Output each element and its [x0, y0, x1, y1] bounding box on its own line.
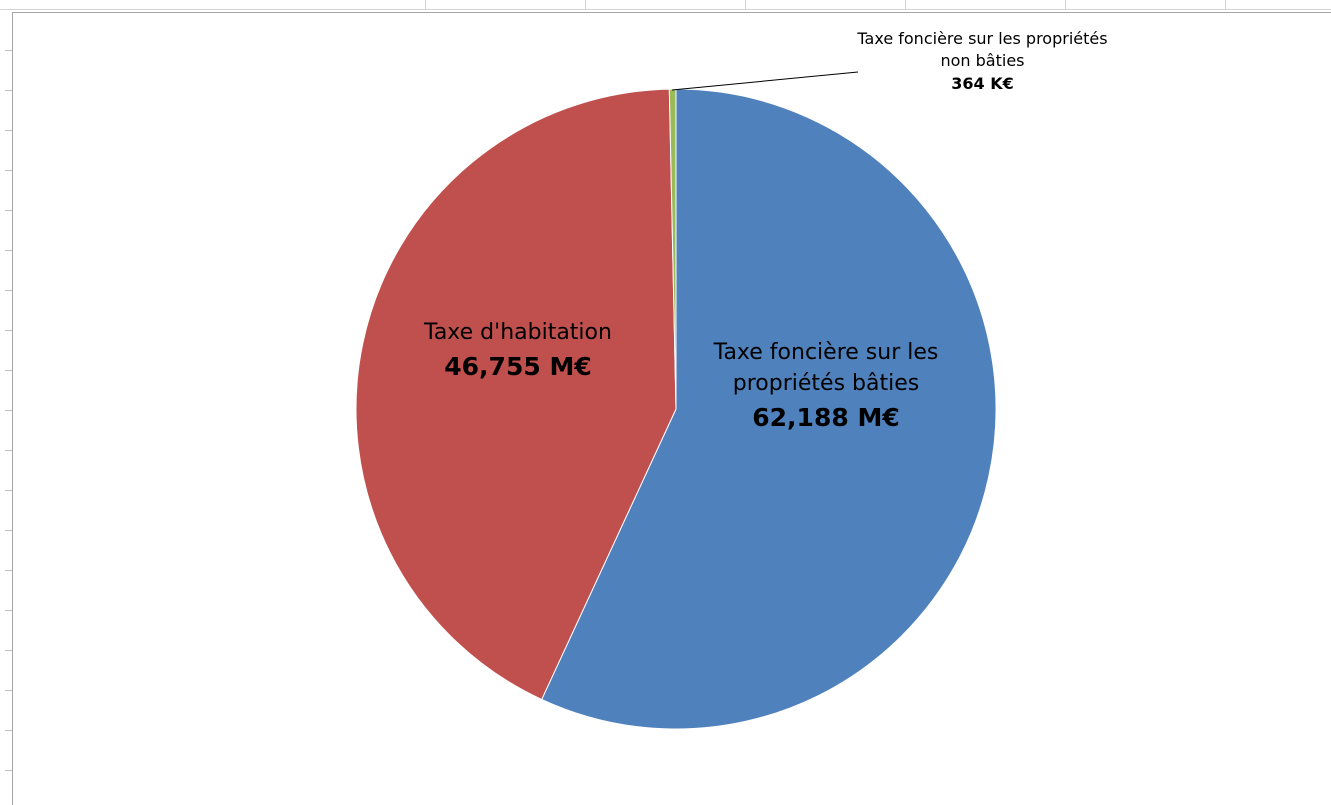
pie-slice	[668, 88, 677, 410]
pie	[355, 88, 997, 730]
data-label: Taxe foncière sur les propriétés non bât…	[850, 28, 1115, 95]
category-name: Taxe foncière sur les propriétés bâties	[713, 340, 939, 396]
value-label: 46,755 M€	[444, 351, 592, 381]
pie-slice	[541, 88, 997, 730]
sheet-grid	[0, 0, 1331, 10]
data-label: Taxe foncière sur les propriétés bâties 6…	[696, 338, 956, 435]
value-label: 364 K€	[951, 73, 1014, 93]
value-label: 62,188 M€	[752, 402, 900, 432]
leader-line	[671, 71, 859, 91]
category-name: Taxe foncière sur les propriétés non bât…	[857, 29, 1108, 71]
data-label: Taxe d'habitation 46,755 M€	[388, 318, 648, 384]
pie-slice	[355, 88, 677, 701]
category-name: Taxe d'habitation	[424, 320, 612, 345]
